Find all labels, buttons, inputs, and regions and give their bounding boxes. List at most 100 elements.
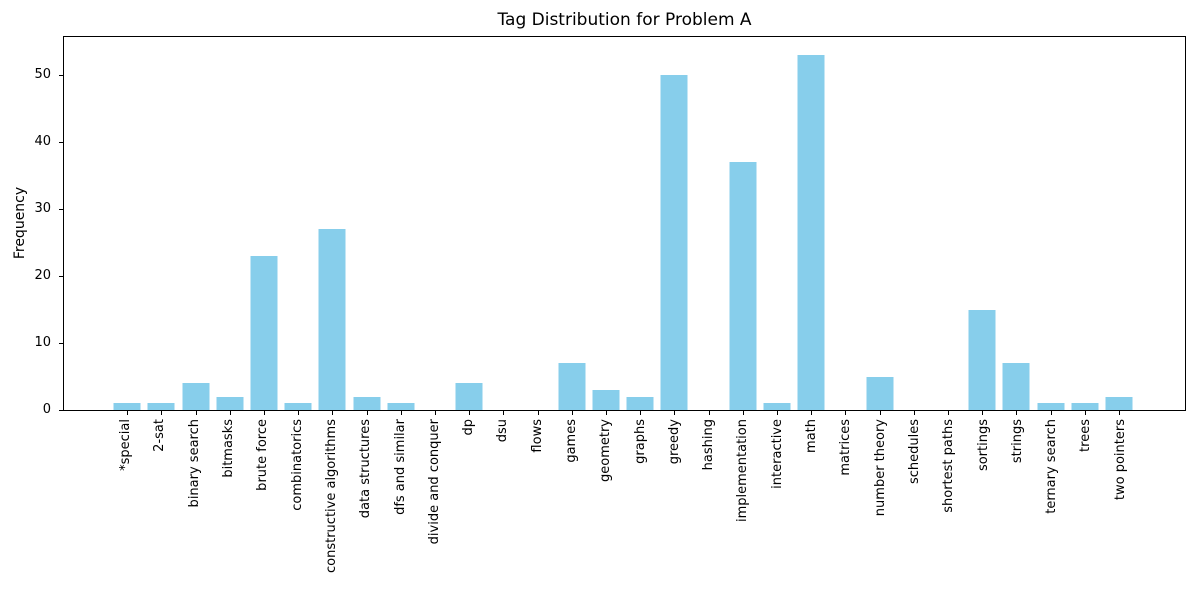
bar-two pointers [1105,396,1133,410]
bar-data structures [353,396,381,410]
x-tick-label: brute force [255,419,271,491]
x-tick-label-slot: number theory [864,419,898,516]
x-tick-label-slot: flows [521,419,555,453]
x-tick-label-slot: interactive [761,419,795,489]
x-tick-mark [1016,411,1018,415]
x-tick-label: sortings [975,419,991,472]
x-tick-label-slot: shortest paths [932,419,966,513]
x-tick-mark [1118,411,1120,415]
bar-number theory [866,376,894,410]
x-tick-label: constructive algorithms [323,419,339,573]
x-tick-label: number theory [872,419,888,517]
x-tick-label-slot: greedy [658,419,692,464]
bar-dp [455,383,483,410]
x-tick-mark [366,411,368,415]
x-tick-label-slot: data structures [349,419,383,518]
x-tick-label: graphs [632,419,648,464]
bar-binary search [182,383,209,410]
x-tick-label: data structures [358,419,374,519]
bar-slot [520,37,554,415]
x-tick-label-slot: implementation [726,419,760,522]
x-tick-label-slot: 2-sat [143,419,177,452]
x-tick-label: hashing [701,419,717,471]
x-tick-label: bitmasks [221,419,237,478]
x-tick-label-slot: *special [109,419,143,471]
bar-dfs and similar [387,403,415,410]
x-tick-label-slot: matrices [829,419,863,476]
x-tick-label-slot: geometry [589,419,623,482]
bar-math [797,55,825,410]
x-tick-label-slot: dp [452,419,486,436]
x-tick-label: ternary search [1044,419,1060,514]
x-tick-mark [161,411,163,415]
bar-slot [623,37,657,415]
x-tick-label: geometry [598,419,614,483]
x-tick-label-slot: brute force [246,419,280,491]
bar-slot [897,37,931,415]
bar-slot [384,37,418,415]
x-tick-label: shortest paths [941,419,957,513]
x-tick-label: greedy [666,419,682,465]
x-tick-label-slot: sortings [966,419,1000,471]
bar-slot [726,37,760,415]
bar-slot [144,37,178,415]
x-tick-label: implementation [735,419,751,523]
bars-container [110,37,1136,415]
bar-2-sat [147,403,175,410]
x-tick-label-slot: binary search [178,419,212,507]
bar-slot [794,37,828,415]
x-tick-label-slot: math [795,419,829,453]
x-tick-mark [845,411,847,415]
x-tick-mark [229,411,231,415]
x-tick-mark [298,411,300,415]
x-tick-label-slot: bitmasks [212,419,246,478]
bar-slot [691,37,725,415]
bar-slot [760,37,794,415]
y-tick-mark [59,276,63,278]
x-tick-label-slot: dsu [486,419,520,442]
bar-slot [452,37,486,415]
x-tick-label: strings [1009,419,1025,464]
bar-interactive [763,403,791,410]
x-tick-mark [640,411,642,415]
x-tick-mark [982,411,984,415]
x-tick-mark [811,411,813,415]
x-tick-mark [708,411,710,415]
x-tick-mark [1084,411,1086,415]
bar-constructive algorithms [318,229,346,410]
bar-strings [1002,363,1030,410]
bar-slot [999,37,1033,415]
y-tick-label: 10 [34,335,51,351]
y-tick-mark [59,410,63,411]
x-tick-label-slot: graphs [623,419,657,464]
x-tick-label: dfs and similar [392,419,408,515]
bar-slot [828,37,862,415]
y-tick-mark [59,75,63,77]
x-tick-label-slot: schedules [898,419,932,484]
x-tick-label-slot: games [555,419,589,463]
x-tick-mark [503,411,505,415]
x-tick-mark [605,411,607,415]
x-tick-mark [742,411,744,415]
x-tick-mark [537,411,539,415]
y-tick-mark [59,142,63,144]
x-tick-mark [332,411,334,415]
x-tick-label: 2-sat [152,419,168,452]
x-tick-mark [127,411,129,415]
bar-trees [1071,403,1099,410]
bar-bitmasks [216,396,244,410]
bar-slot [931,37,965,415]
y-tick-mark [59,209,63,211]
x-tick-label: matrices [838,419,854,476]
x-tick-label: binary search [186,419,202,508]
x-tick-mark [947,411,949,415]
bar-slot [965,37,999,415]
bar-slot [1068,37,1102,415]
bar-graphs [626,396,654,410]
x-tick-mark [263,411,265,415]
y-tick-label: 0 [42,402,51,417]
x-tick-label-slot: ternary search [1035,419,1069,514]
bar-slot [110,37,144,415]
y-tick-mark [59,343,63,345]
